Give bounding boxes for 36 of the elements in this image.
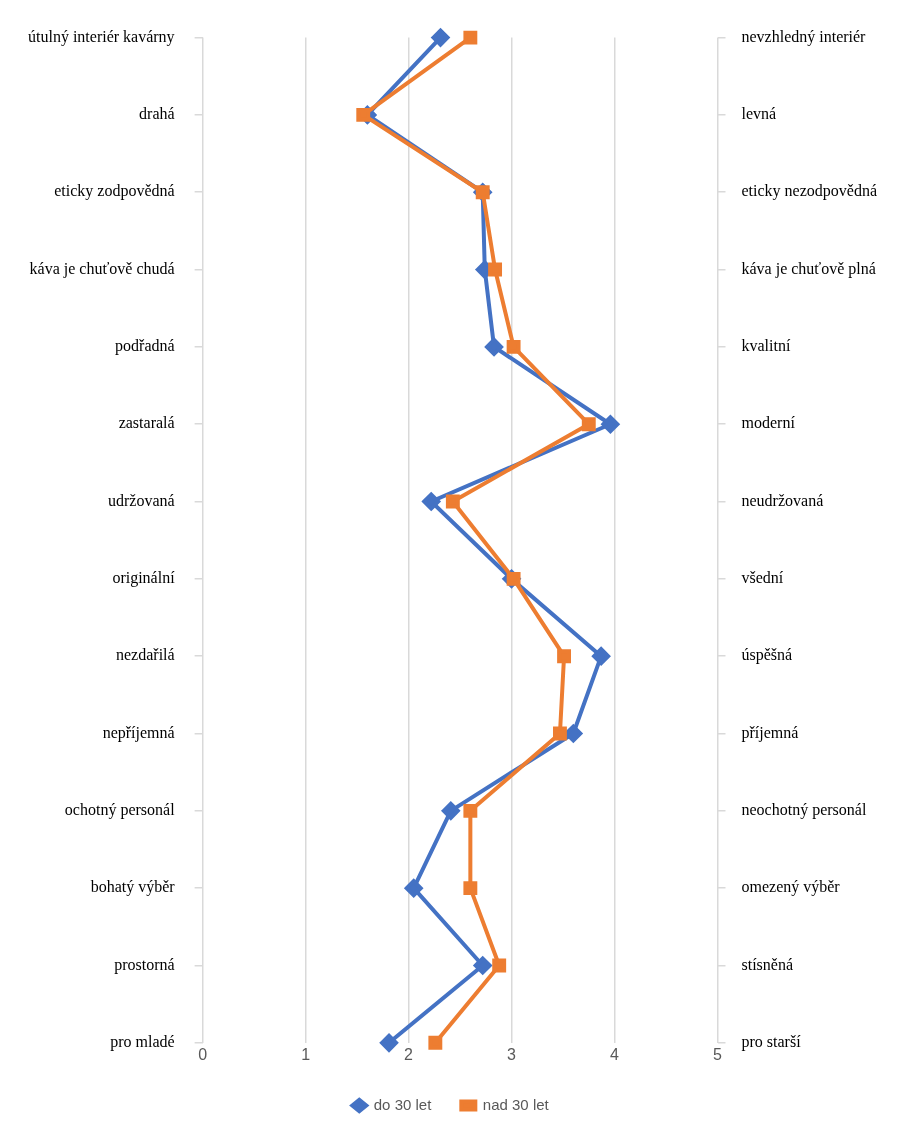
y-tick-label: podřadná [115,337,175,356]
y2-tick-label: omezený výběr [741,878,841,897]
y-tick-label: originální [112,569,176,588]
x-tick-label: 2 [404,1045,414,1063]
x-tick-label: 3 [507,1045,517,1063]
y2-tick-label: káva je chuťově plná [741,259,876,278]
y-tick-label: útulný interiér kavárny [27,27,175,46]
x-tick-label: 4 [610,1045,620,1063]
y2-tick-label: pro starší [741,1033,802,1051]
y-tick-label: káva je chuťově chudá [29,259,175,278]
y2-tick-label: eticky nezodpovědná [741,182,877,201]
y-tick-label: prostorná [114,955,175,974]
y2-tick-label: neochotný personál [741,801,867,820]
x-tick-label: 0 [198,1045,208,1063]
x-tick-label: 1 [301,1045,311,1063]
y-tick-label: nezdařilá [115,646,175,664]
y2-tick-label: kvalitní [741,337,791,355]
y2-tick-label: nevzhledný interiér [741,27,867,46]
y2-tick-label: levná [741,105,777,123]
legend-label: nad 30 let [482,1095,550,1113]
y2-tick-label: úspěšná [741,646,793,665]
y2-tick-label: příjemná [741,723,799,742]
y2-tick-label: stísněná [741,955,794,973]
legend-label: do 30 let [373,1095,433,1113]
y2-tick-label: moderní [741,414,796,432]
y-tick-label: pro mladé [110,1033,175,1051]
y2-tick-label: všední [741,569,784,587]
y-tick-label: drahá [139,105,175,123]
y-tick-label: ochotný personál [64,801,176,820]
y-tick-label: bohatý výběr [90,878,176,897]
x-tick-label: 5 [713,1045,723,1063]
y2-tick-label: neudržovaná [741,491,824,509]
y-tick-label: zastaralá [118,414,175,432]
y-tick-label: nepříjemná [102,723,175,742]
y-tick-label: udržovaná [107,491,175,509]
y-tick-label: eticky zodpovědná [54,182,175,201]
